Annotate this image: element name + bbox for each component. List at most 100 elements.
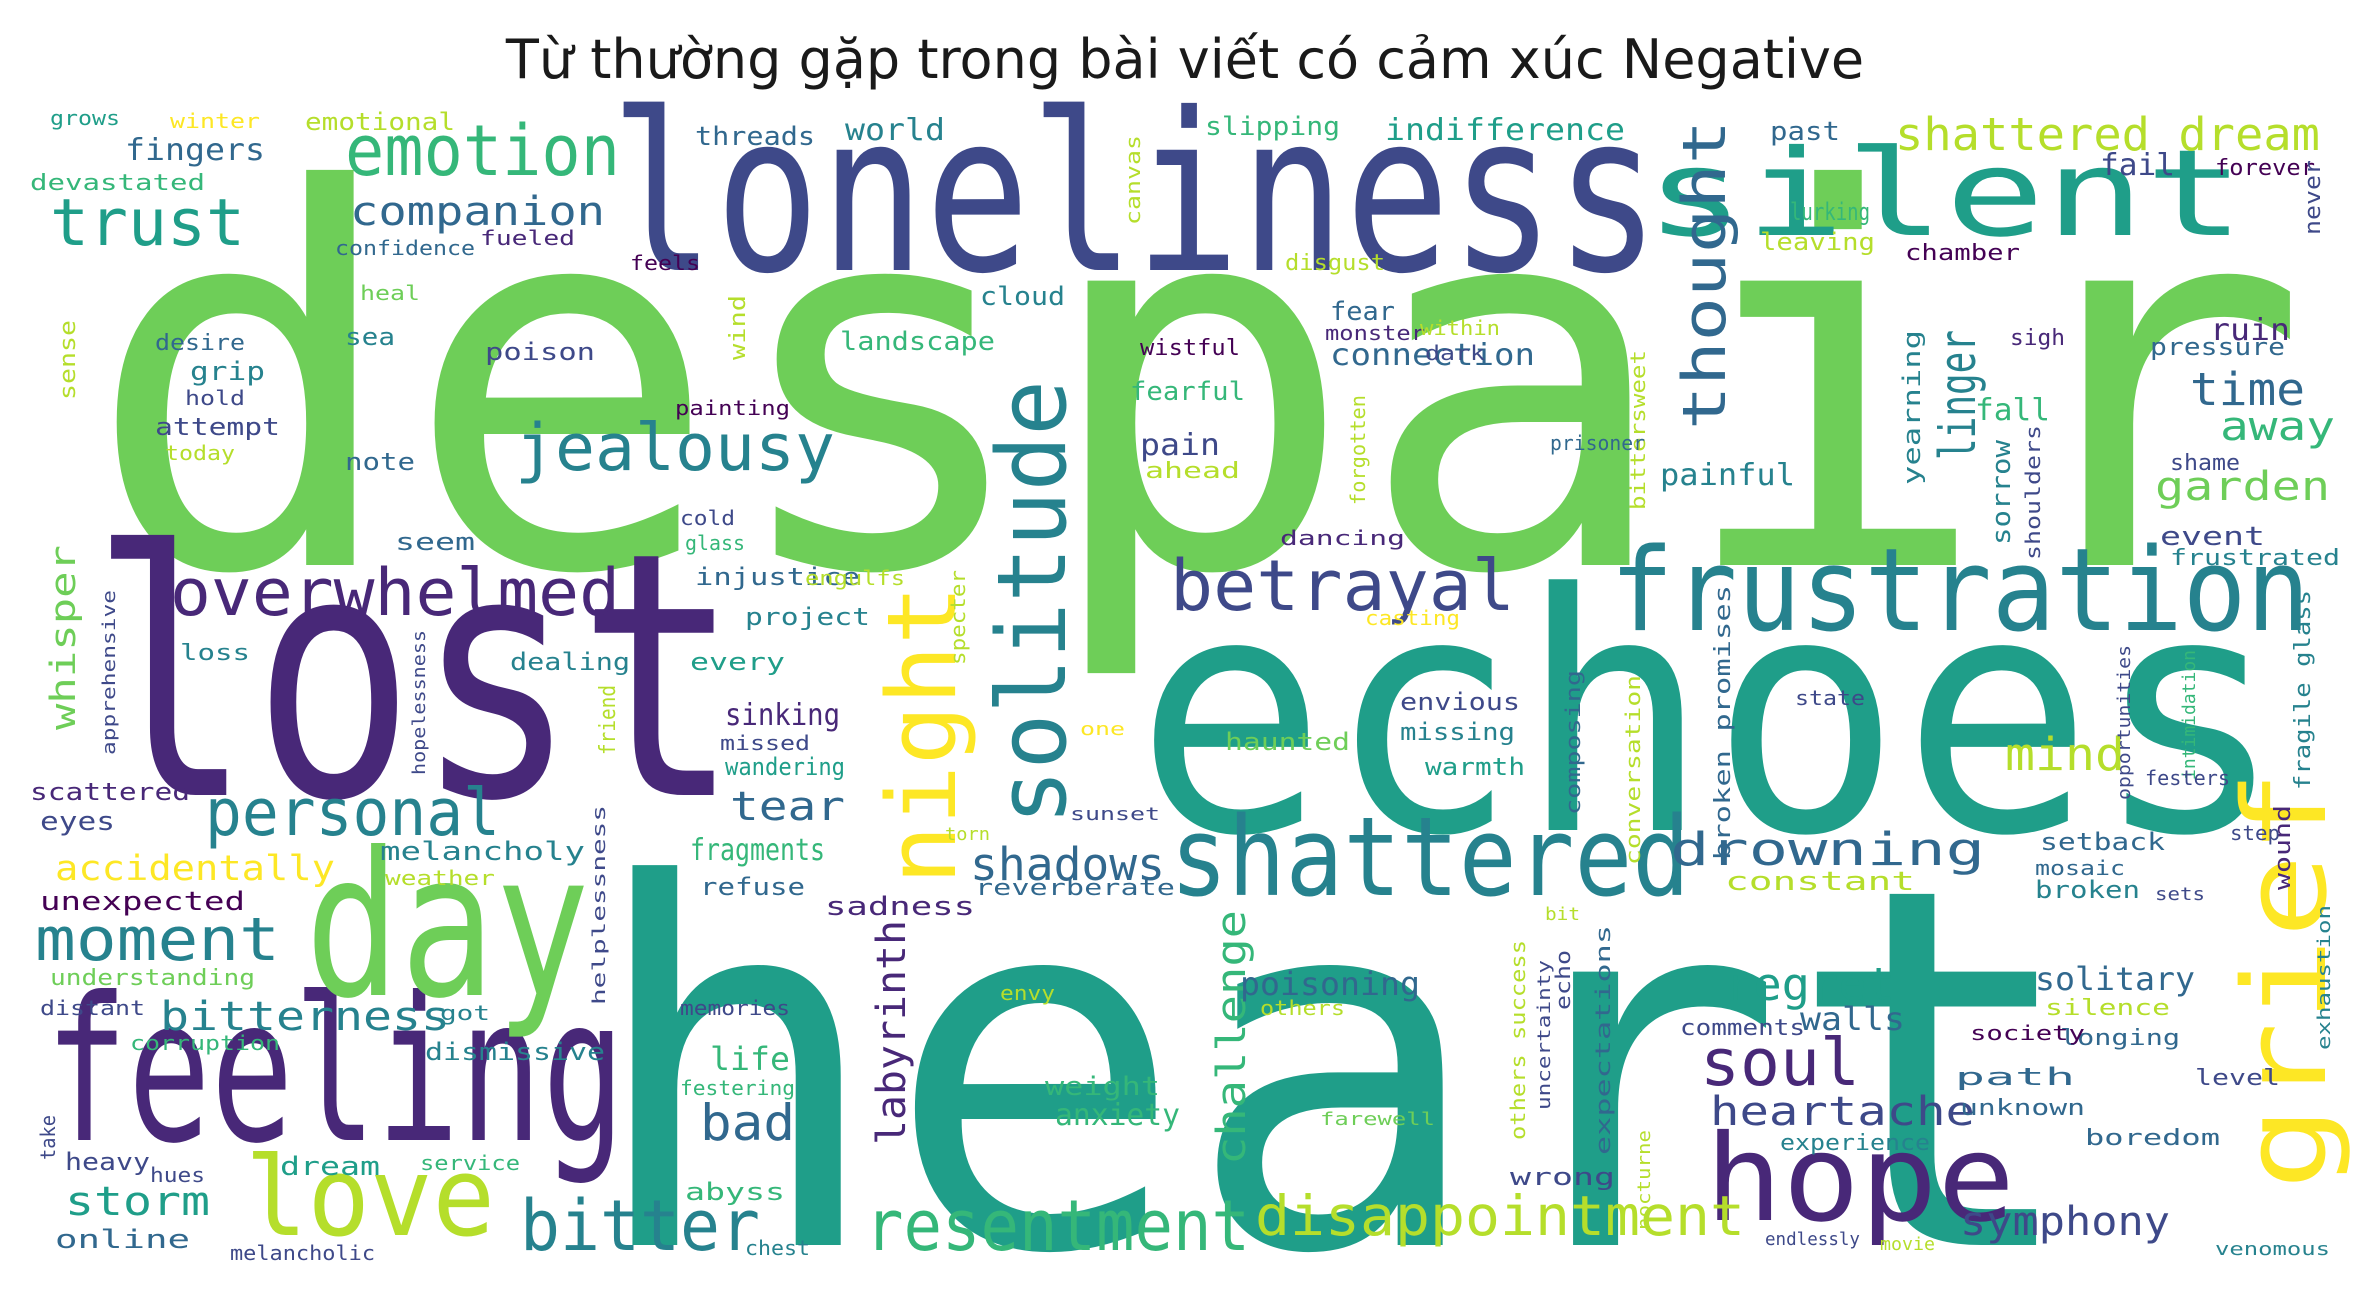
word: dark <box>1425 341 1485 365</box>
word: distant <box>40 996 145 1020</box>
word: despair <box>85 82 2310 688</box>
word: engulfs <box>805 566 905 590</box>
word: echo <box>1551 950 1575 1010</box>
word: pressure <box>2150 333 2285 361</box>
word: setback <box>2040 828 2166 856</box>
word: painting <box>675 396 790 420</box>
word: solitude <box>978 380 1088 825</box>
word: mosaic <box>2035 856 2125 880</box>
word: exhaustion <box>2314 905 2335 1050</box>
word: sea <box>345 323 395 351</box>
word: bitter <box>520 1185 760 1267</box>
word: canvas <box>1121 135 1145 225</box>
word: corruption <box>130 1031 280 1055</box>
word: desire <box>155 331 245 356</box>
word: emotion <box>345 110 620 192</box>
word: step <box>2230 821 2280 845</box>
word: hold <box>185 386 245 410</box>
word: fearful <box>1130 377 1245 407</box>
word: today <box>165 441 235 465</box>
word: overwhelmed <box>170 556 620 631</box>
word: specter <box>946 570 970 665</box>
word: bitterness <box>160 994 450 1040</box>
word: walls <box>1800 1000 1905 1038</box>
word: monster <box>1325 321 1425 345</box>
word: moment <box>35 905 280 975</box>
word: torn <box>945 824 990 845</box>
word: sigh <box>2010 326 2065 351</box>
word: fail <box>2100 148 2175 183</box>
word: wound <box>2271 805 2296 890</box>
word: fragile glass <box>2291 590 2316 790</box>
word: silence <box>2045 996 2170 1021</box>
word: devastated <box>30 171 205 196</box>
word: yearning <box>1898 330 1926 485</box>
word: got <box>440 1001 490 1025</box>
word: envy <box>1000 981 1055 1005</box>
word: lost <box>90 480 740 876</box>
word: emotional <box>305 108 455 136</box>
word: missed <box>720 731 810 755</box>
word: wandering <box>725 753 845 781</box>
word: dream <box>280 1152 380 1182</box>
word: longing <box>2060 1026 2180 1051</box>
word: challenge <box>1209 910 1255 1165</box>
word: society <box>1970 1021 2085 1045</box>
word: missing <box>1400 718 1515 746</box>
word: nocturne <box>1634 1130 1655 1230</box>
word: comments <box>1680 1016 1805 1041</box>
word: wistful <box>1140 336 1240 361</box>
word: chamber <box>1905 241 2020 266</box>
word: thought <box>1670 120 1740 430</box>
word: personal <box>205 776 500 851</box>
word: memories <box>680 996 790 1020</box>
word: jealousy <box>515 411 835 486</box>
word: mind <box>2005 728 2125 781</box>
word: eyes <box>40 807 115 837</box>
word: shoulders <box>2021 425 2045 560</box>
word: refuse <box>700 873 805 901</box>
word: night <box>868 585 978 885</box>
word: weight <box>1045 1072 1160 1102</box>
word: ahead <box>1145 459 1240 484</box>
word: resentment <box>865 1185 1250 1267</box>
word: accidentally <box>55 849 335 889</box>
word: heal <box>360 281 420 305</box>
word: melancholic <box>230 1241 375 1265</box>
word: fall <box>1975 393 2050 428</box>
word: disgust <box>1285 251 1385 276</box>
word: never <box>2301 160 2326 235</box>
word: haunted <box>1225 728 1350 756</box>
word: cold <box>680 506 735 530</box>
word: heartache <box>1710 1089 1975 1135</box>
word: event <box>2160 522 2265 552</box>
word: love <box>245 1133 495 1261</box>
word: linger <box>1929 330 1987 460</box>
word: slipping <box>1205 112 1340 142</box>
word: within <box>1420 316 1500 340</box>
word: painful <box>1660 458 1795 493</box>
word: one <box>1080 719 1125 740</box>
word: winter <box>170 109 260 133</box>
word: farewell <box>1320 1109 1435 1130</box>
word: conversation <box>1621 675 1645 865</box>
word: heart <box>585 781 2085 1292</box>
word: forgotten <box>1346 395 1370 505</box>
word: frustrated <box>2170 546 2340 571</box>
word: solitary <box>2035 960 2195 998</box>
word: confidence <box>335 236 475 260</box>
word: attempt <box>155 413 280 441</box>
word: chest <box>745 1236 810 1260</box>
word: helplessness <box>589 805 610 1005</box>
word: constant <box>1725 867 1915 897</box>
word: day <box>305 810 590 1043</box>
word: bittersweet <box>1626 350 1650 510</box>
word: path <box>1955 1063 2075 1091</box>
word: trust <box>50 186 245 261</box>
word: betrayal <box>1170 545 1515 627</box>
word: feeling <box>45 955 625 1188</box>
word: friend <box>596 685 621 755</box>
word: grip <box>190 357 265 387</box>
word: storm <box>65 1179 210 1225</box>
